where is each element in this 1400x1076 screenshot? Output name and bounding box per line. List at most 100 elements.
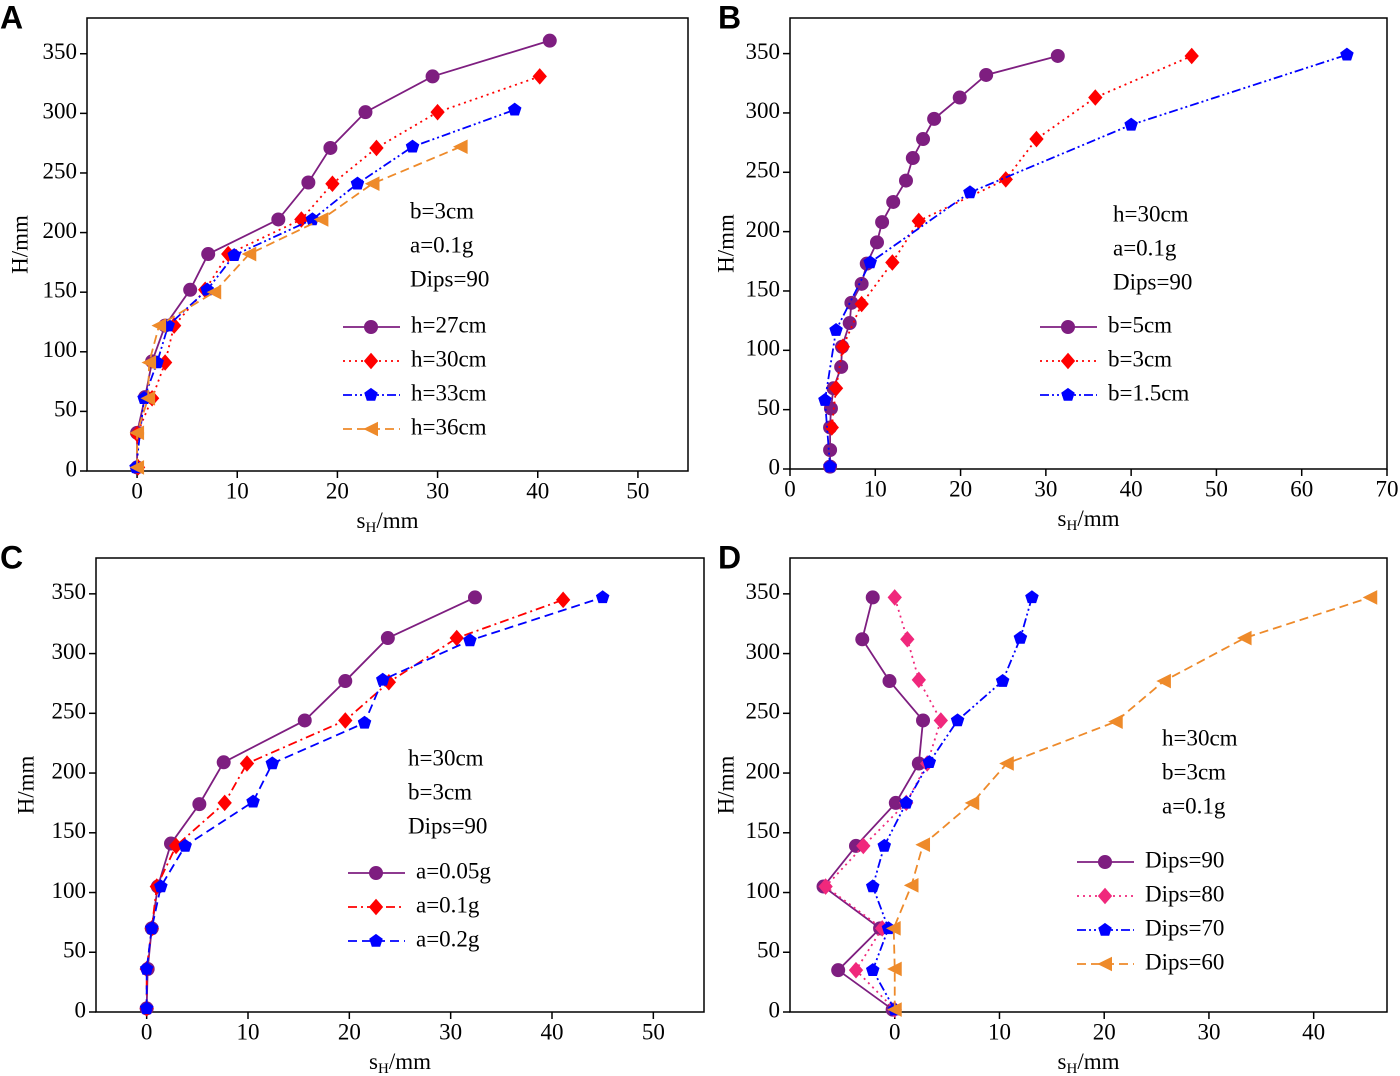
x-tick-label: 10 xyxy=(864,476,887,501)
y-tick-label: 300 xyxy=(746,639,781,664)
data-point xyxy=(865,879,880,893)
series-line xyxy=(136,75,541,468)
data-point xyxy=(887,961,902,977)
legend-label: Dips=90 xyxy=(1145,847,1224,872)
legend-label: b=5cm xyxy=(1108,312,1172,337)
data-point xyxy=(192,797,207,812)
x-tick-label: 40 xyxy=(541,1019,564,1044)
data-point xyxy=(1013,630,1028,644)
legend-marker xyxy=(1097,887,1113,905)
series-line xyxy=(136,39,551,468)
legend-label: h=30cm xyxy=(411,346,487,371)
data-point xyxy=(358,105,373,120)
legend-label: a=0.05g xyxy=(416,858,491,883)
data-point xyxy=(903,878,919,893)
data-point xyxy=(927,111,942,126)
x-tick-label: 0 xyxy=(889,1019,901,1044)
data-point xyxy=(831,963,846,978)
data-point xyxy=(140,390,156,406)
panel-letter: C xyxy=(0,539,23,575)
data-point xyxy=(1050,48,1065,63)
x-tick-label: 30 xyxy=(1197,1019,1220,1044)
annotation: Dips=90 xyxy=(408,813,487,838)
data-point xyxy=(555,591,571,609)
y-tick-label: 300 xyxy=(52,639,87,664)
data-point xyxy=(1156,673,1171,689)
data-point xyxy=(144,921,159,935)
x-tick-label: 50 xyxy=(1205,476,1228,501)
x-tick-label: 50 xyxy=(642,1019,665,1044)
data-point xyxy=(141,355,157,370)
y-tick-label: 100 xyxy=(746,336,781,361)
x-label-sub: H xyxy=(378,1061,389,1076)
y-axis-label: H/mm xyxy=(13,756,38,815)
y-tick-label: 350 xyxy=(746,39,781,64)
data-point xyxy=(338,712,353,729)
x-tick-label: 10 xyxy=(226,478,249,503)
y-tick-label: 250 xyxy=(746,699,781,724)
data-point xyxy=(856,837,871,855)
data-point xyxy=(898,173,913,188)
data-point xyxy=(183,282,198,297)
annotation: Dips=90 xyxy=(1113,269,1192,294)
data-point xyxy=(453,139,468,155)
legend-marker xyxy=(363,421,378,437)
x-tick-label: 70 xyxy=(1376,476,1399,501)
series-line xyxy=(824,53,1348,467)
data-point xyxy=(828,380,844,397)
y-tick-label: 150 xyxy=(43,277,78,302)
plot-frame xyxy=(95,557,705,1013)
x-tick-label: 10 xyxy=(237,1019,260,1044)
data-point xyxy=(467,590,482,605)
data-point xyxy=(922,755,937,769)
data-point xyxy=(139,1001,154,1015)
x-label-sub: H xyxy=(1066,1061,1077,1076)
legend-marker xyxy=(1098,855,1112,869)
data-point xyxy=(865,963,880,976)
data-point xyxy=(842,316,857,331)
x-label-part: /mm xyxy=(1077,1049,1119,1074)
y-tick-label: 0 xyxy=(769,454,781,479)
data-point xyxy=(824,419,839,436)
data-point xyxy=(886,194,901,209)
data-point xyxy=(900,630,915,648)
y-tick-label: 200 xyxy=(746,758,781,783)
data-point xyxy=(818,878,833,895)
x-tick-label: 30 xyxy=(426,478,449,503)
data-point xyxy=(854,295,869,313)
x-tick-label: 20 xyxy=(1093,1019,1116,1044)
data-point xyxy=(1088,89,1103,106)
data-point xyxy=(532,68,547,85)
data-point xyxy=(877,838,892,852)
y-tick-label: 350 xyxy=(52,579,87,604)
annotation: a=0.1g xyxy=(1113,235,1177,260)
data-point xyxy=(886,921,901,936)
series-line xyxy=(824,597,942,1011)
data-point xyxy=(206,284,222,300)
data-point xyxy=(1236,630,1252,646)
legend-label: b=3cm xyxy=(1108,346,1172,371)
data-point xyxy=(239,755,255,772)
data-point xyxy=(405,139,420,153)
x-tick-label: 40 xyxy=(1302,1019,1325,1044)
legend-marker xyxy=(1061,387,1075,401)
data-point xyxy=(995,673,1010,687)
data-point xyxy=(952,90,967,105)
x-axis-label: sH/mm xyxy=(1058,506,1120,534)
annotation: h=30cm xyxy=(1113,201,1189,226)
y-tick-label: 100 xyxy=(52,878,87,903)
x-tick-label: 50 xyxy=(626,478,649,503)
legend-label: h=27cm xyxy=(411,312,487,337)
data-point xyxy=(834,359,849,374)
data-point xyxy=(380,631,395,646)
x-label-part: /mm xyxy=(1077,506,1119,531)
data-point xyxy=(848,961,864,979)
data-point xyxy=(325,175,340,192)
annotation: a=0.1g xyxy=(410,232,474,257)
y-tick-label: 350 xyxy=(746,579,781,604)
data-point xyxy=(1362,590,1378,605)
x-tick-label: 30 xyxy=(439,1019,462,1044)
legend-marker xyxy=(363,352,379,370)
y-tick-label: 250 xyxy=(52,699,87,724)
data-point xyxy=(364,176,380,192)
